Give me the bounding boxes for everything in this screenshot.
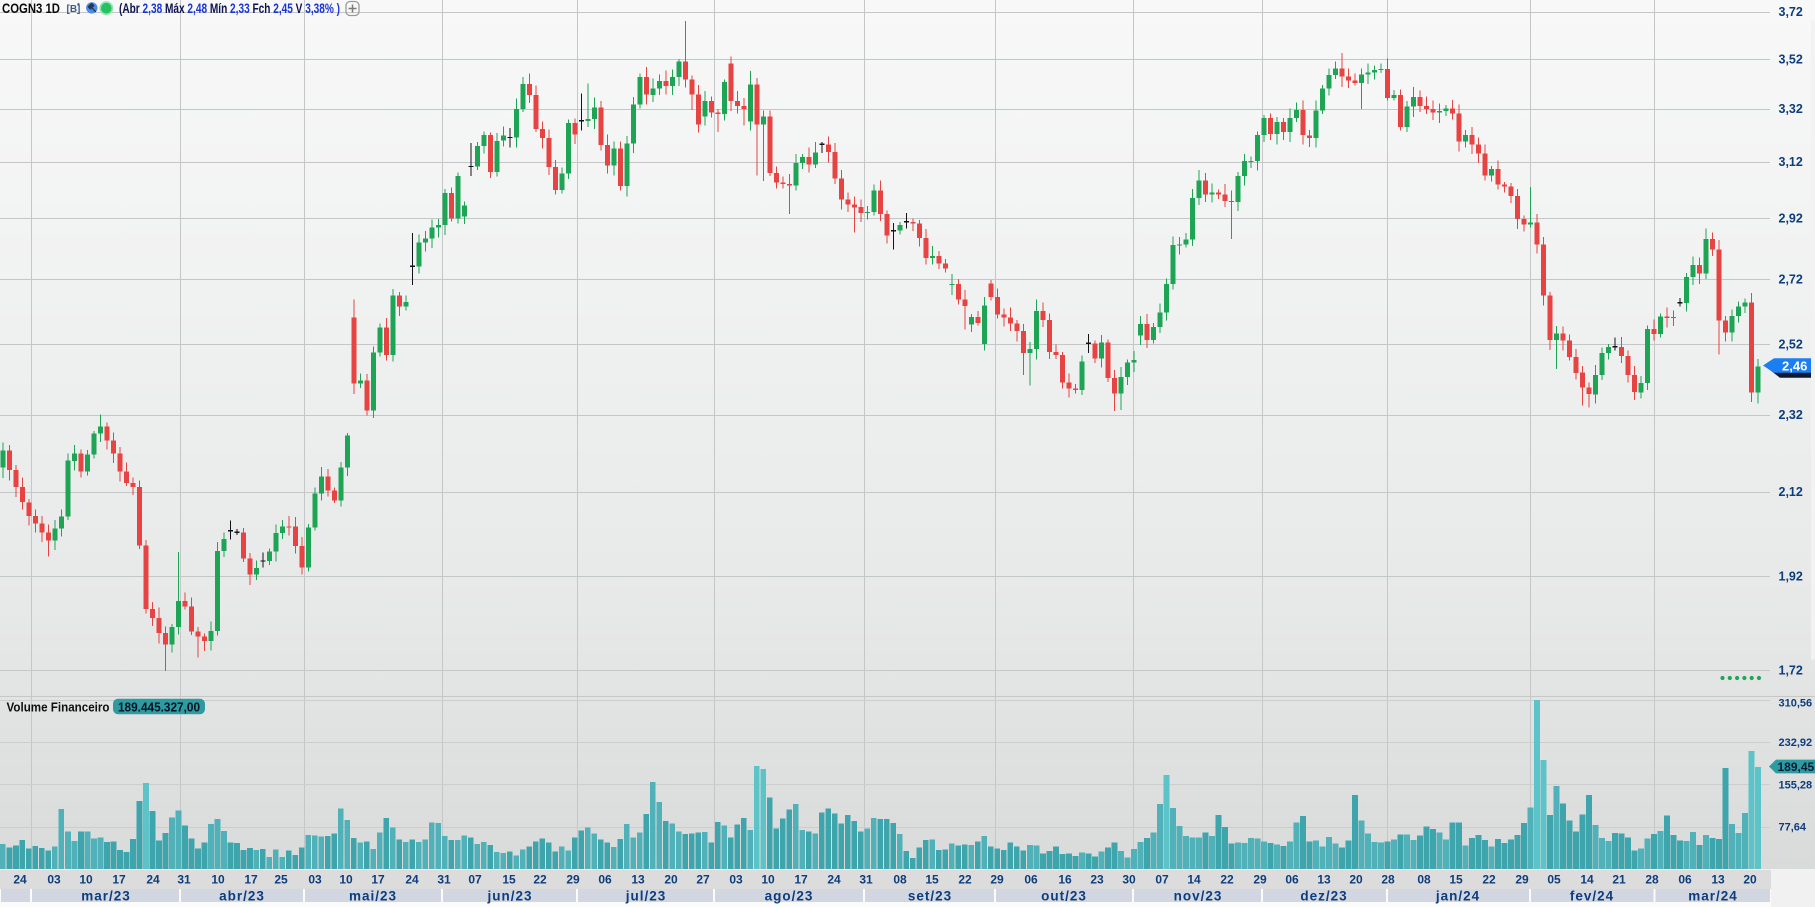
svg-text:jan/24: jan/24 — [1435, 889, 1480, 904]
svg-text:21: 21 — [1612, 872, 1626, 886]
svg-text:189,45: 189,45 — [1778, 760, 1815, 774]
svg-text:24: 24 — [827, 872, 841, 886]
svg-text:03: 03 — [729, 872, 743, 886]
svg-text:06: 06 — [598, 872, 612, 886]
svg-text:10: 10 — [79, 872, 93, 886]
svg-text:28: 28 — [1645, 872, 1659, 886]
svg-text:29: 29 — [990, 872, 1004, 886]
svg-text:155,28: 155,28 — [1779, 780, 1813, 792]
svg-text:06: 06 — [1285, 872, 1299, 886]
svg-text:20: 20 — [664, 872, 678, 886]
svg-text:310,56: 310,56 — [1779, 698, 1813, 710]
svg-text:08: 08 — [893, 872, 907, 886]
svg-text:10: 10 — [761, 872, 775, 886]
svg-text:232,92: 232,92 — [1779, 737, 1813, 749]
svg-text:13: 13 — [1317, 872, 1331, 886]
svg-text:2,72: 2,72 — [1779, 272, 1803, 286]
svg-text:03: 03 — [47, 872, 61, 886]
svg-text:1,72: 1,72 — [1779, 663, 1803, 677]
svg-text:03: 03 — [308, 872, 322, 886]
svg-text:24: 24 — [13, 872, 27, 886]
svg-text:28: 28 — [1381, 872, 1395, 886]
svg-text:(Abr 2,38 Máx 2,48 Mín 2,33 Fc: (Abr 2,38 Máx 2,48 Mín 2,33 Fch 2,45 V 3… — [119, 1, 340, 16]
svg-text:jul/23: jul/23 — [625, 889, 667, 904]
svg-text:abr/23: abr/23 — [219, 889, 265, 904]
svg-text:20: 20 — [1349, 872, 1363, 886]
svg-text:3,52: 3,52 — [1779, 52, 1803, 66]
svg-text:15: 15 — [502, 872, 516, 886]
svg-text:29: 29 — [1253, 872, 1267, 886]
svg-text:3,12: 3,12 — [1779, 155, 1803, 169]
svg-text:2,32: 2,32 — [1779, 408, 1803, 422]
svg-text:15: 15 — [1449, 872, 1463, 886]
svg-text:06: 06 — [1024, 872, 1038, 886]
svg-text:22: 22 — [1220, 872, 1234, 886]
svg-text:fev/24: fev/24 — [1570, 889, 1614, 904]
svg-text:set/23: set/23 — [908, 889, 952, 904]
svg-text:05: 05 — [1547, 872, 1561, 886]
svg-text:20: 20 — [1743, 872, 1757, 886]
svg-text:22: 22 — [533, 872, 547, 886]
svg-text:2,46: 2,46 — [1782, 358, 1807, 373]
svg-text:17: 17 — [244, 872, 258, 886]
svg-text:1,92: 1,92 — [1779, 570, 1803, 584]
svg-text:16: 16 — [1058, 872, 1072, 886]
svg-text:jun/23: jun/23 — [486, 889, 532, 904]
svg-text:30: 30 — [1122, 872, 1136, 886]
svg-text:27: 27 — [696, 872, 710, 886]
svg-text:06: 06 — [1678, 872, 1692, 886]
svg-text:17: 17 — [112, 872, 126, 886]
svg-text:23: 23 — [1090, 872, 1104, 886]
svg-text:3,32: 3,32 — [1779, 102, 1803, 116]
svg-text:nov/23: nov/23 — [1174, 889, 1223, 904]
svg-text:24: 24 — [405, 872, 419, 886]
svg-text:29: 29 — [566, 872, 580, 886]
svg-text:22: 22 — [1482, 872, 1496, 886]
svg-text:2,12: 2,12 — [1779, 485, 1803, 499]
svg-text:31: 31 — [859, 872, 873, 886]
svg-text:mar/23: mar/23 — [81, 889, 131, 904]
svg-text:08: 08 — [1417, 872, 1431, 886]
svg-text:17: 17 — [371, 872, 385, 886]
svg-text:ago/23: ago/23 — [765, 889, 814, 904]
svg-text:22: 22 — [958, 872, 972, 886]
svg-text:3,72: 3,72 — [1779, 5, 1803, 19]
svg-text:[B]: [B] — [67, 4, 81, 15]
svg-text:14: 14 — [1580, 872, 1594, 886]
svg-text:dez/23: dez/23 — [1300, 889, 1347, 904]
svg-text:29: 29 — [1515, 872, 1529, 886]
svg-text:2,52: 2,52 — [1779, 337, 1803, 351]
svg-text:10: 10 — [339, 872, 353, 886]
svg-text:24: 24 — [146, 872, 160, 886]
svg-text:mar/24: mar/24 — [1688, 889, 1738, 904]
svg-text:13: 13 — [631, 872, 645, 886]
svg-text:COGN3 1D: COGN3 1D — [2, 0, 60, 16]
svg-text:mai/23: mai/23 — [349, 889, 397, 904]
svg-text:25: 25 — [274, 872, 288, 886]
svg-text:07: 07 — [1155, 872, 1169, 886]
svg-text:10: 10 — [211, 872, 225, 886]
svg-text:out/23: out/23 — [1041, 889, 1087, 904]
svg-text:189.445.327,00: 189.445.327,00 — [118, 700, 200, 714]
svg-text:07: 07 — [468, 872, 482, 886]
svg-text:31: 31 — [177, 872, 191, 886]
svg-text:17: 17 — [794, 872, 808, 886]
svg-text:Volume Financeiro: Volume Financeiro — [7, 700, 110, 715]
svg-text:31: 31 — [437, 872, 451, 886]
svg-text:13: 13 — [1711, 872, 1725, 886]
svg-text:77,64: 77,64 — [1779, 821, 1807, 833]
svg-text:14: 14 — [1187, 872, 1201, 886]
svg-text:15: 15 — [925, 872, 939, 886]
svg-text:2,92: 2,92 — [1779, 212, 1803, 226]
